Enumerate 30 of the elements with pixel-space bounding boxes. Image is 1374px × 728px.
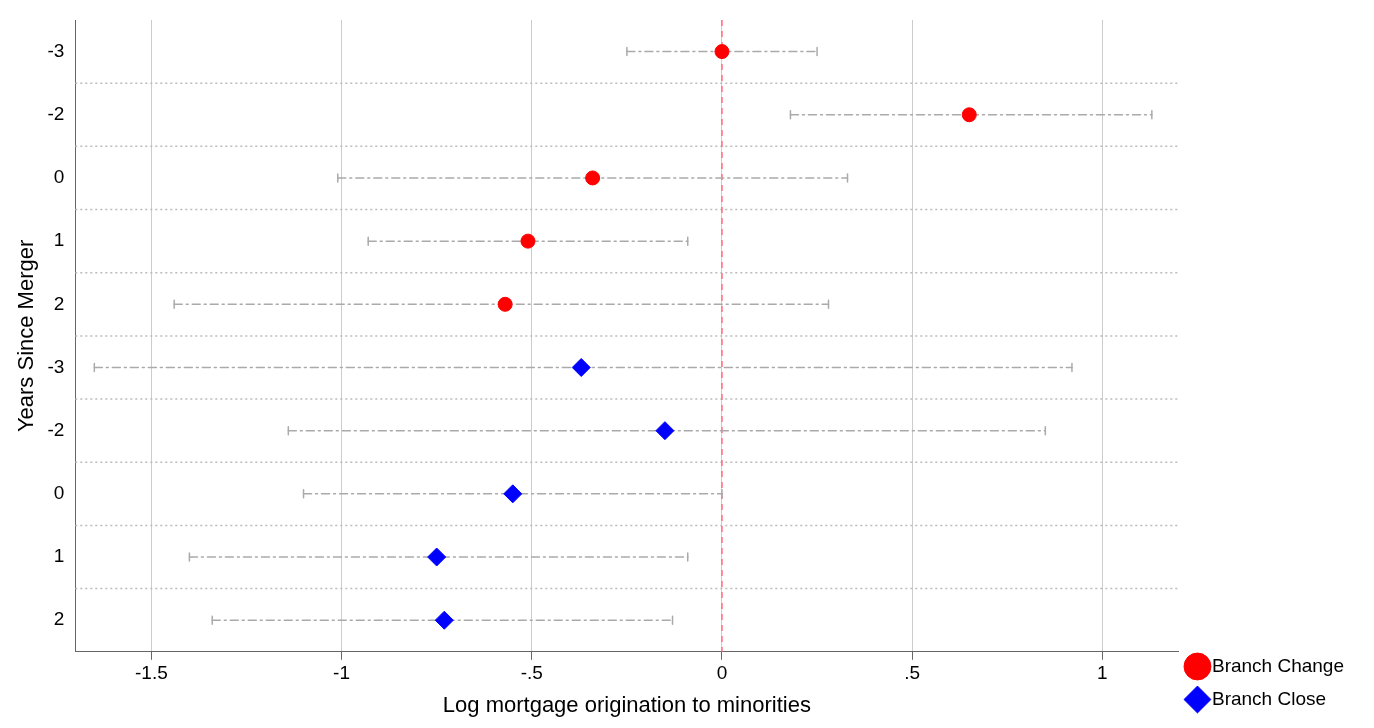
- legend-label: Branch Change: [1211, 654, 1345, 676]
- y-tick-label: -2: [47, 418, 65, 440]
- y-tick-label: -3: [47, 355, 65, 377]
- point: [585, 170, 601, 186]
- x-tick-label: -1.5: [135, 662, 168, 684]
- point: [503, 484, 523, 504]
- point: [434, 610, 454, 630]
- x-tick-label: -1: [333, 662, 351, 684]
- point: [497, 296, 513, 312]
- x-tick-label: -.5: [520, 662, 543, 684]
- x-axis-title: Log mortgage origination to minorities: [442, 691, 811, 717]
- y-tick-label: 0: [53, 482, 65, 504]
- y-tick-label: 1: [53, 229, 65, 251]
- legend-label: Branch Close: [1211, 687, 1327, 709]
- point: [655, 421, 675, 441]
- x-tick-label: 0: [716, 662, 728, 684]
- point: [961, 107, 977, 123]
- y-tick-label: 2: [53, 292, 65, 314]
- point: [520, 233, 536, 249]
- y-tick-label: -3: [47, 39, 65, 61]
- x-tick-label: 1: [1097, 662, 1108, 684]
- y-axis-title: Years Since Merger: [13, 239, 39, 433]
- point: [571, 357, 591, 377]
- point: [714, 44, 730, 60]
- x-tick-label: .5: [904, 662, 921, 684]
- y-tick-label: 1: [53, 545, 65, 567]
- y-tick-label: 0: [53, 166, 65, 188]
- y-tick-label: -2: [47, 103, 65, 124]
- point: [427, 547, 447, 567]
- y-tick-label: 2: [53, 608, 65, 630]
